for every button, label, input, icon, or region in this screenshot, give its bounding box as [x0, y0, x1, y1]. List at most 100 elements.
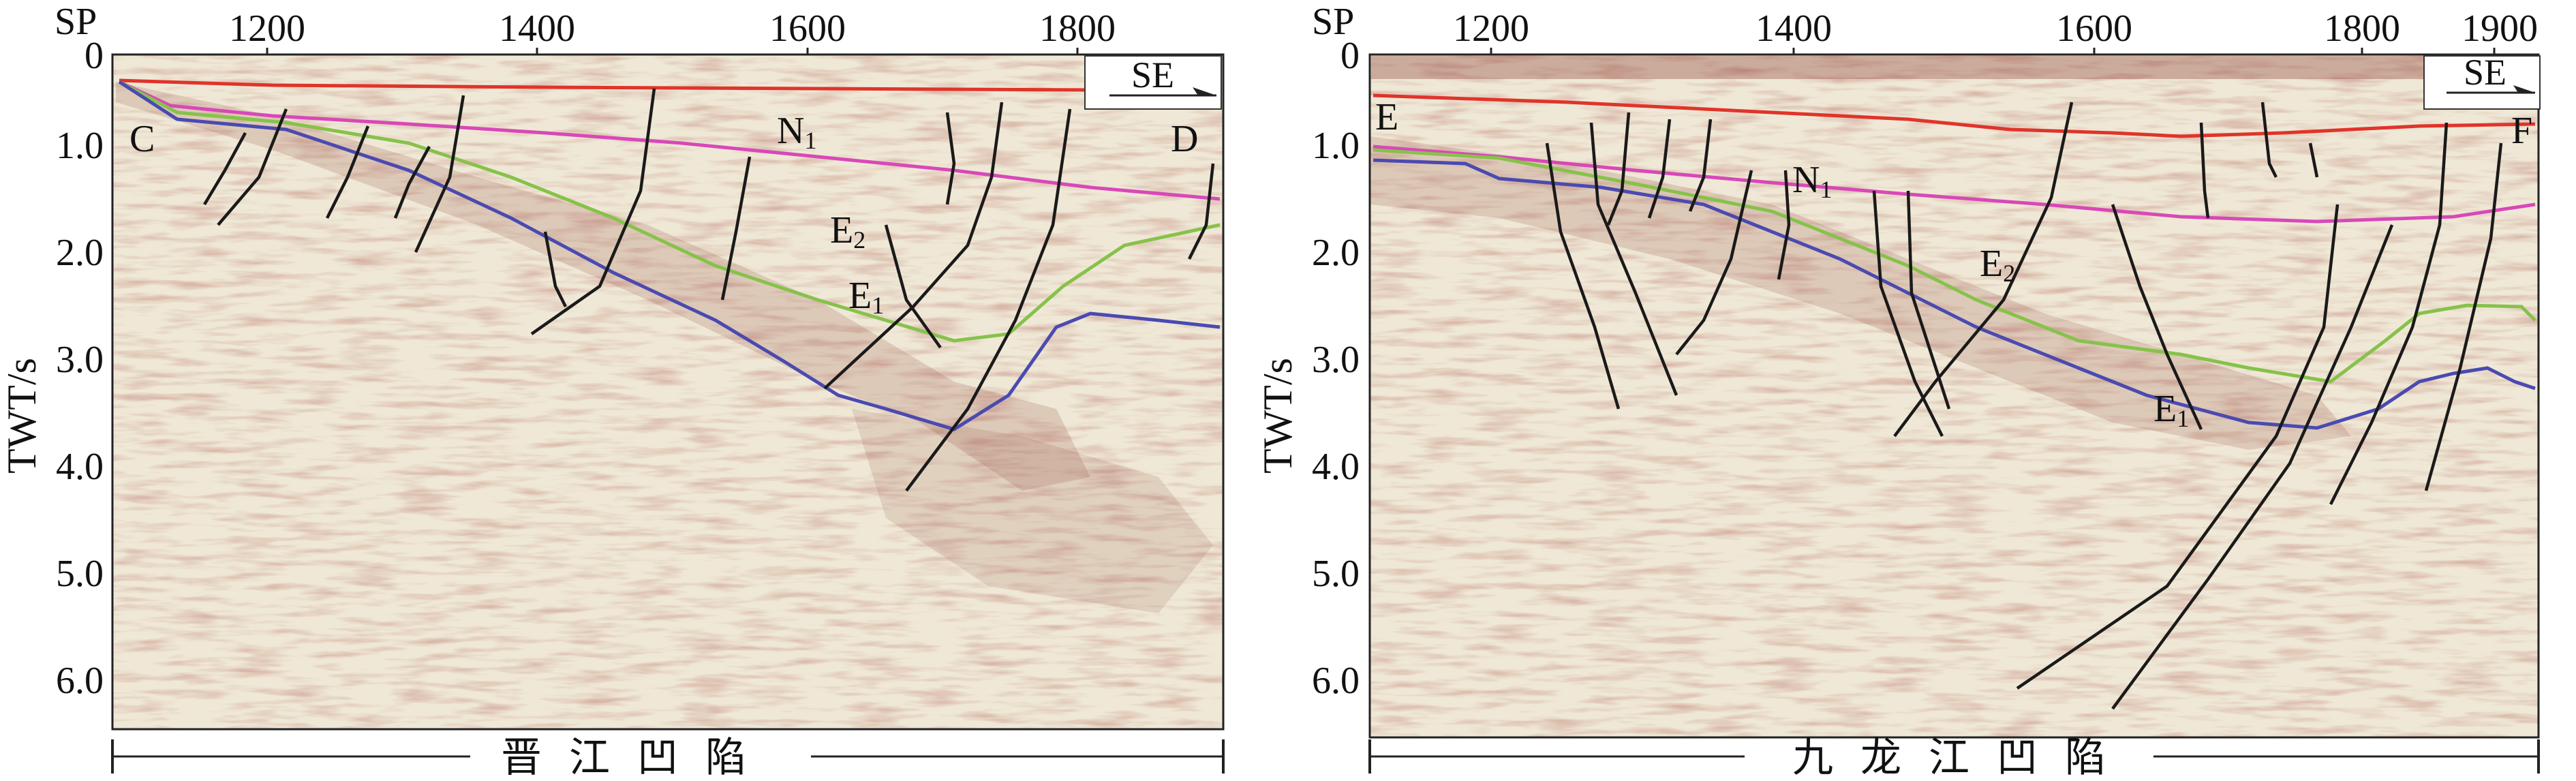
left-fault — [884, 224, 942, 349]
right-y-tick-label: 4.0 — [1312, 446, 1360, 488]
left-fault-lines — [203, 88, 1215, 492]
left-seismic-noise — [112, 55, 1223, 729]
left-start-label: C — [129, 118, 155, 160]
left-x-axis: SP 1200 1400 1600 1800 — [55, 1, 1116, 55]
left-basin-scalebar: 晋江凹陷 — [111, 734, 1225, 781]
right-y-tick-label: 1.0 — [1312, 125, 1360, 167]
left-fault — [414, 95, 465, 253]
left-x-tick-label: 1600 — [769, 7, 846, 50]
left-horizon-E1 — [118, 80, 1221, 431]
right-horizon-label-N1: N1 — [1792, 159, 1832, 203]
right-y-axis: 0 1.0 2.0 3.0 4.0 5.0 6.0 TWT/s — [1255, 35, 1360, 702]
right-y-tick-label: 5.0 — [1312, 553, 1360, 595]
left-x-tick-label: 1400 — [499, 7, 575, 50]
right-seismic-noise — [1370, 55, 2539, 737]
right-x-tick-label: 1200 — [1453, 7, 1529, 50]
right-horizon-label-E1: E1 — [2153, 388, 2189, 432]
right-fault — [2329, 122, 2449, 506]
right-fault — [1647, 119, 1672, 219]
left-horizon-label-E1: E1 — [848, 275, 884, 319]
left-direction-label: SE — [1131, 55, 1174, 95]
left-x-tick-label: 1200 — [229, 7, 305, 50]
right-basin-scalebar: 九龙江凹陷 — [1368, 734, 2540, 781]
left-fault — [217, 108, 288, 226]
right-horizon-E1 — [1373, 158, 2536, 430]
right-y-axis-title: TWT/s — [1255, 358, 1300, 474]
left-strong-reflection-band — [116, 82, 1090, 491]
right-fault — [2424, 142, 2503, 491]
right-fault — [2111, 224, 2394, 710]
right-fault — [2199, 122, 2210, 219]
right-fault — [2260, 102, 2278, 179]
right-fault — [1675, 170, 1753, 356]
left-direction-arrowhead — [1193, 87, 1216, 95]
right-fault-lines — [1545, 102, 2503, 710]
right-y-tick-label: 2.0 — [1312, 232, 1360, 274]
right-panel-frame — [1368, 53, 2540, 739]
left-fault — [393, 145, 431, 219]
left-deep-reflection-zone — [852, 409, 1213, 613]
left-end-label: D — [1171, 118, 1198, 160]
left-sp-label: SP — [55, 1, 97, 43]
left-basin-name: 晋江凹陷 — [501, 734, 773, 781]
right-sp-label: SP — [1312, 1, 1354, 43]
left-y-tick-label: 1.0 — [56, 125, 104, 167]
right-end-label: F — [2511, 110, 2532, 152]
right-x-tick-label: 1800 — [2324, 7, 2400, 50]
right-y-tick-label: 3.0 — [1312, 339, 1360, 381]
right-direction-label: SE — [2464, 52, 2506, 93]
left-fault — [823, 102, 1004, 390]
left-y-axis: 0 1.0 2.0 3.0 4.0 5.0 6.0 TWT/s — [0, 35, 104, 702]
right-horizon-label-E2: E2 — [1980, 243, 2015, 287]
right-fault — [1872, 190, 1944, 438]
right-seismic-panel — [1368, 53, 2541, 739]
right-horizon-top — [1373, 93, 2536, 138]
left-horizon-label-N1: N1 — [777, 110, 816, 154]
left-fault — [530, 88, 656, 335]
right-direction-box — [2423, 55, 2541, 110]
right-fault — [1688, 119, 1713, 212]
right-y-tick-label: 6.0 — [1312, 660, 1360, 702]
right-x-tick-label: 1600 — [2056, 7, 2132, 50]
left-fault — [720, 156, 752, 301]
right-basin-name: 九龙江凹陷 — [1792, 734, 2133, 781]
left-y-tick-label: 2.0 — [56, 232, 104, 274]
left-y-tick-label: 5.0 — [56, 553, 104, 595]
right-x-tick-label: 1900 — [2462, 7, 2538, 50]
left-fault — [945, 112, 956, 205]
left-panel-frame — [111, 53, 1225, 731]
right-x-axis: SP 1200 1400 1600 1800 1900 — [1312, 1, 2538, 55]
right-fault — [1545, 142, 1621, 410]
right-fault — [1777, 170, 1791, 280]
left-fault — [543, 231, 568, 308]
right-direction-arrowhead — [2513, 85, 2535, 93]
right-fault — [1606, 112, 1631, 226]
left-horizon-label-E2: E2 — [830, 209, 865, 254]
left-y-axis-title: TWT/s — [0, 358, 44, 474]
left-y-tick-label: 6.0 — [56, 660, 104, 702]
left-direction-box — [1084, 55, 1222, 110]
right-horizon-E2 — [1373, 148, 2536, 384]
right-fault — [1893, 102, 2074, 438]
left-fault — [325, 125, 370, 219]
right-fault — [2016, 204, 2340, 690]
right-strong-reflection-band — [1370, 136, 2351, 450]
left-y-tick-label: 4.0 — [56, 446, 104, 488]
left-y-tick-label: 0 — [85, 35, 104, 77]
right-fault — [1906, 190, 1951, 410]
right-start-label: E — [1375, 96, 1398, 138]
right-horizon-N1 — [1373, 144, 2536, 224]
left-fault — [203, 132, 247, 206]
right-fault — [2111, 204, 2203, 430]
left-fault — [1187, 163, 1215, 260]
left-seismic-panel — [111, 53, 1225, 731]
right-y-tick-label: 0 — [1340, 35, 1360, 77]
left-y-tick-label: 3.0 — [56, 339, 104, 381]
left-horizon-N1 — [118, 80, 1221, 201]
right-fault — [1589, 122, 1678, 396]
left-horizon-E2 — [118, 80, 1221, 343]
right-seabed-band — [1371, 56, 2537, 79]
right-x-tick-label: 1400 — [1755, 7, 1832, 50]
left-x-tick-label: 1800 — [1039, 7, 1116, 50]
right-fault — [2308, 142, 2319, 178]
